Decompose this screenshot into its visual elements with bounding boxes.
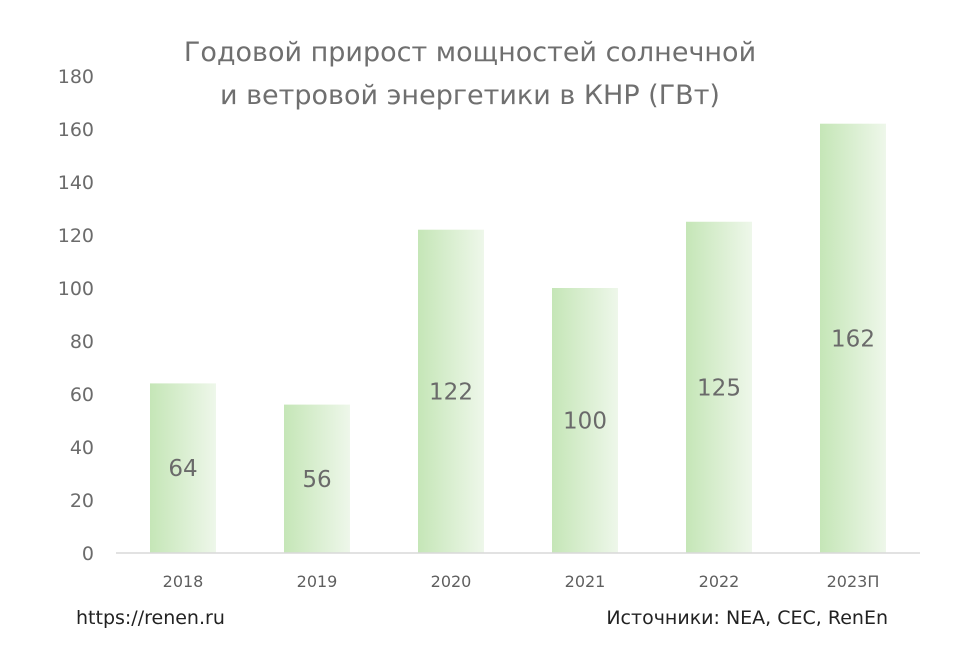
bar-2020 [418,229,484,553]
data-label-2020: 122 [429,379,473,405]
x-tick-label-2022: 2022 [699,572,740,591]
x-tick-label-2019: 2019 [297,572,338,591]
bar-2023П [820,123,886,553]
bar-2019 [284,404,350,553]
x-tick-label-2023П: 2023П [827,572,880,591]
data-label-2023П: 162 [831,326,875,352]
x-axis: 2018 2019 2020 2021 2022 2023П [163,572,880,591]
y-tick-label: 120 [58,225,94,247]
bar-2018 [150,383,216,553]
y-tick-label: 20 [70,490,94,512]
bar-2021 [552,288,618,553]
bar-2022 [686,221,752,553]
y-tick-label: 60 [70,384,94,406]
bars [150,123,886,553]
y-tick-label: 160 [58,119,94,141]
data-label-2021: 100 [563,409,607,435]
y-tick-label: 80 [70,331,94,353]
y-axis: 0 20 40 60 80 100 120 140 160 180 [58,66,94,565]
data-label-2022: 125 [697,375,741,401]
data-label-2019: 56 [302,467,331,493]
data-labels: 64 56 122 100 125 162 [168,326,875,492]
x-tick-label-2018: 2018 [163,572,204,591]
y-tick-label: 140 [58,172,94,194]
y-tick-label: 40 [70,437,94,459]
source-url: https://renen.ru [76,607,225,629]
y-tick-label: 0 [82,543,94,565]
chart-title-line-1: Годовой прирост мощностей солнечной [184,37,756,68]
data-label-2018: 64 [168,456,197,482]
sources-note: Источники: NEA, CEC, RenEn [606,607,888,629]
chart-title-line-2: и ветровой энергетики в КНР (ГВт) [220,80,720,111]
y-tick-label: 100 [58,278,94,300]
y-tick-label: 180 [58,66,94,88]
x-tick-label-2021: 2021 [565,572,606,591]
x-tick-label-2020: 2020 [431,572,472,591]
